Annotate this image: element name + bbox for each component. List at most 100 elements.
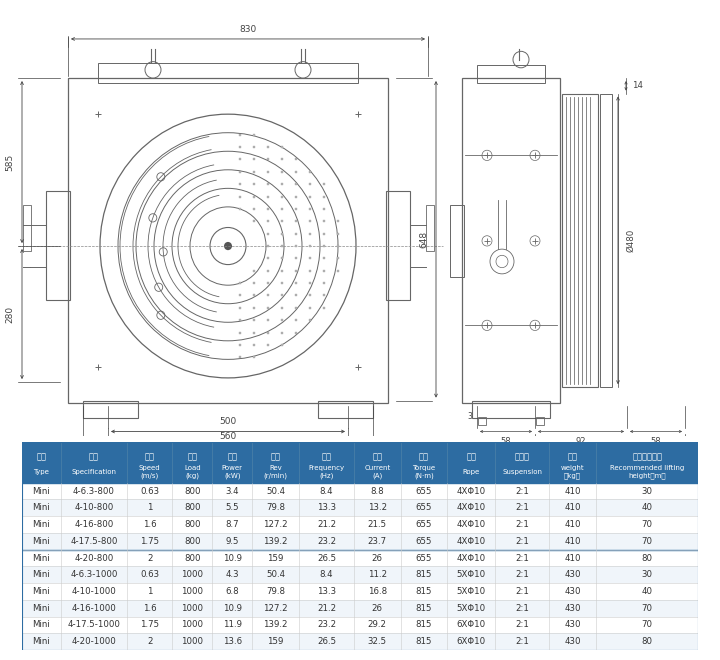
Bar: [386, 191, 410, 300]
Text: 8.4: 8.4: [320, 486, 333, 496]
Text: Ø480: Ø480: [626, 229, 635, 252]
Bar: [22, 442, 698, 482]
Text: Power
(kW): Power (kW): [222, 465, 243, 478]
Text: 转速: 转速: [271, 452, 281, 461]
Bar: [472, 401, 550, 418]
Text: 13.3: 13.3: [317, 587, 336, 596]
Text: 规格: 规格: [89, 452, 99, 461]
Text: 159: 159: [267, 554, 284, 562]
Text: 815: 815: [416, 587, 432, 596]
Bar: [22, 482, 698, 500]
Text: Mini: Mini: [32, 604, 50, 612]
Text: 655: 655: [416, 520, 432, 529]
Text: 585: 585: [5, 153, 14, 171]
Bar: [22, 533, 698, 550]
Text: 4-17.5-1000: 4-17.5-1000: [68, 620, 120, 630]
Text: 32.5: 32.5: [368, 638, 387, 646]
Text: 1000: 1000: [181, 620, 203, 630]
Text: 11.9: 11.9: [222, 620, 242, 630]
Text: 815: 815: [416, 638, 432, 646]
Text: 推荐提升高度: 推荐提升高度: [632, 452, 662, 461]
Bar: [46, 191, 70, 300]
Bar: [562, 94, 598, 387]
Text: Mini: Mini: [32, 620, 50, 630]
Text: 139.2: 139.2: [264, 620, 288, 630]
Text: 800: 800: [184, 554, 201, 562]
Bar: [22, 634, 698, 650]
Text: 功率: 功率: [228, 452, 238, 461]
Text: 5XΦ10: 5XΦ10: [456, 604, 486, 612]
Bar: [478, 417, 486, 425]
Text: 2:1: 2:1: [515, 520, 529, 529]
Text: 80: 80: [642, 638, 652, 646]
Text: 40: 40: [642, 504, 652, 512]
Text: weight
（kg）: weight （kg）: [561, 465, 585, 479]
Text: 23.7: 23.7: [368, 537, 387, 546]
Text: 655: 655: [416, 554, 432, 562]
Text: 4XΦ10: 4XΦ10: [456, 537, 486, 546]
Text: 800: 800: [184, 486, 201, 496]
Bar: [22, 600, 698, 616]
Text: 梯速: 梯速: [145, 452, 155, 461]
Text: 800: 800: [184, 520, 201, 529]
Text: 26.5: 26.5: [317, 638, 336, 646]
Text: 815: 815: [416, 570, 432, 579]
Text: 5XΦ10: 5XΦ10: [456, 570, 486, 579]
Text: 1000: 1000: [181, 638, 203, 646]
Text: 1.75: 1.75: [140, 537, 159, 546]
Text: 815: 815: [416, 604, 432, 612]
Text: 70: 70: [642, 537, 652, 546]
Text: 0.63: 0.63: [140, 486, 159, 496]
Text: 11.2: 11.2: [368, 570, 387, 579]
Text: 79.8: 79.8: [266, 587, 285, 596]
Text: 4-6.3-800: 4-6.3-800: [73, 486, 115, 496]
Text: 4-20-800: 4-20-800: [74, 554, 114, 562]
Text: 8.8: 8.8: [371, 486, 384, 496]
Text: 2:1: 2:1: [515, 604, 529, 612]
Text: Rev
(r/min): Rev (r/min): [264, 465, 287, 478]
Text: 型号: 型号: [36, 452, 46, 461]
Bar: [22, 616, 698, 634]
Text: 23.2: 23.2: [317, 620, 336, 630]
Text: 4-16-800: 4-16-800: [74, 520, 114, 529]
Text: 2: 2: [147, 638, 153, 646]
Bar: [68, 78, 388, 403]
Text: 1: 1: [147, 587, 153, 596]
Text: 58: 58: [651, 437, 661, 446]
Bar: [22, 566, 698, 583]
Text: 4-10-800: 4-10-800: [74, 504, 114, 512]
Text: 16.8: 16.8: [368, 587, 387, 596]
Text: 5.5: 5.5: [225, 504, 239, 512]
Text: Specification: Specification: [71, 469, 117, 475]
Text: Mini: Mini: [32, 570, 50, 579]
Text: 2:1: 2:1: [515, 620, 529, 630]
Text: 4ø24: 4ø24: [439, 447, 460, 455]
Text: 1000: 1000: [181, 570, 203, 579]
Text: Mini: Mini: [32, 554, 50, 562]
Text: 655: 655: [416, 504, 432, 512]
Text: 280: 280: [5, 306, 14, 323]
Text: 655: 655: [416, 537, 432, 546]
Text: 4XΦ10: 4XΦ10: [456, 520, 486, 529]
Bar: [22, 583, 698, 600]
Text: 曳引比: 曳引比: [515, 452, 529, 461]
Text: 70: 70: [642, 520, 652, 529]
Text: 29.2: 29.2: [368, 620, 387, 630]
Text: 40: 40: [642, 587, 652, 596]
Text: 1.6: 1.6: [143, 604, 156, 612]
Text: 转矩: 转矩: [419, 452, 429, 461]
Bar: [318, 401, 373, 418]
Text: 50.4: 50.4: [266, 570, 285, 579]
Bar: [83, 401, 138, 418]
Text: 4XΦ10: 4XΦ10: [456, 554, 486, 562]
Text: 3: 3: [467, 412, 472, 421]
Circle shape: [224, 242, 232, 250]
Bar: [477, 65, 545, 83]
Text: 500: 500: [220, 417, 237, 426]
Text: 电流: 电流: [372, 452, 382, 461]
Text: Torque
(N·m): Torque (N·m): [413, 465, 436, 478]
Text: 2:1: 2:1: [515, 554, 529, 562]
Text: 1000: 1000: [181, 604, 203, 612]
Text: Mini: Mini: [32, 587, 50, 596]
Text: 80: 80: [642, 554, 652, 562]
